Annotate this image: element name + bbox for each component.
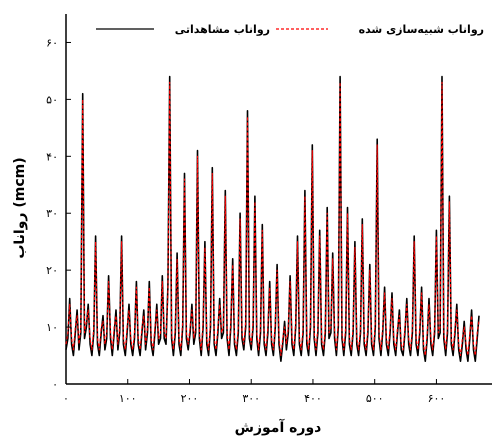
y-tick-label: ۳۰ [46,207,58,220]
y-tick-label: ۵۰ [46,93,58,106]
y-tick-label: ۶۰ [46,36,58,49]
x-tick-label: ۲۰۰ [181,392,199,405]
y-axis-title: رواناب (mcm) [12,157,28,258]
y-axis: ۰ ۱۰ ۲۰ ۳۰ ۴۰ ۵۰ ۶۰ [46,36,71,391]
x-tick-label: ۵۰۰ [366,392,384,405]
series-layer [65,75,480,362]
x-tick-label: ۴۰۰ [304,392,322,405]
x-tick-label: ۰ [63,392,69,405]
y-tick-label: ۲۰ [46,264,58,277]
series-simulated-line [65,81,480,357]
plot-area [65,14,492,385]
legend-label-simulated: رواناب شبیه‌سازی شده [359,23,484,36]
x-tick-label: ۶۰۰ [428,392,446,405]
legend: رواناب شبیه‌سازی شده رواناب مشاهداتی [96,23,484,36]
series-observed-line [65,75,480,362]
y-tick-label: ۱۰ [46,321,58,334]
y-tick-label: ۴۰ [46,150,58,163]
x-axis: ۰ ۱۰۰ ۲۰۰ ۳۰۰ ۴۰۰ ۵۰۰ ۶۰۰ [63,379,445,405]
x-tick-label: ۳۰۰ [242,392,260,405]
legend-label-observed: رواناب مشاهداتی [175,23,270,36]
x-axis-title: دوره آموزش [235,418,322,436]
y-tick-label: ۰ [52,378,58,391]
x-tick-label: ۱۰۰ [119,392,137,405]
